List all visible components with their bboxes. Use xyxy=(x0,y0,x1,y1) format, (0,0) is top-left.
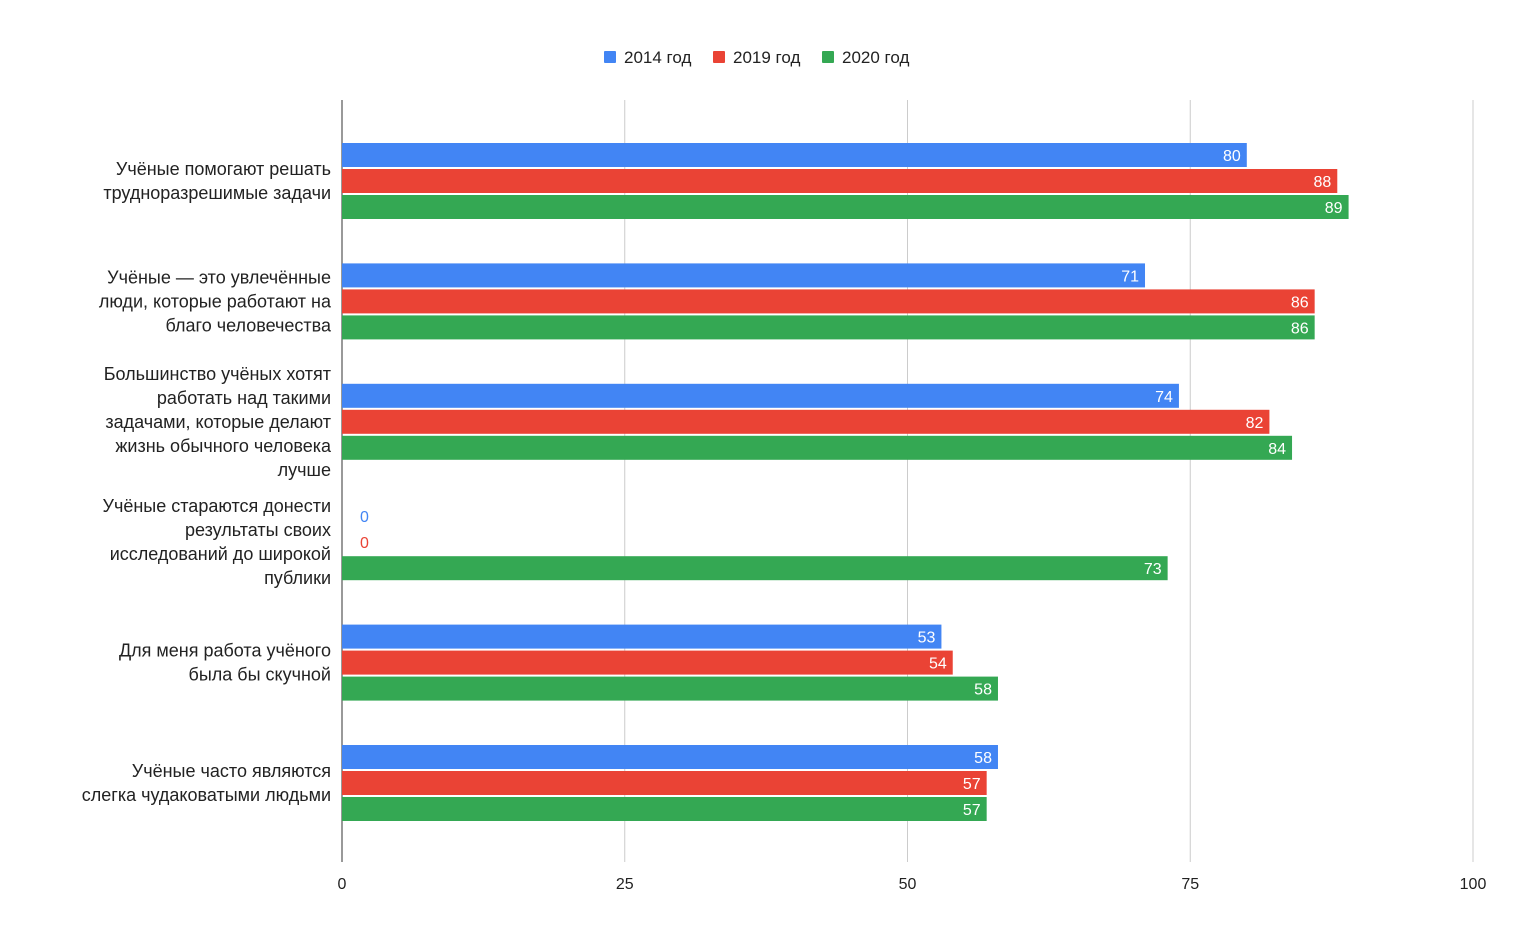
value-label-3-series-3: 84 xyxy=(1268,441,1286,458)
category-label-3-line-2: работать над такими xyxy=(157,388,331,408)
value-label-4-series-3: 73 xyxy=(1144,561,1162,578)
value-label-4-series-2: 0 xyxy=(360,535,369,552)
x-tick-label-50: 50 xyxy=(899,876,917,893)
value-label-1-series-2: 88 xyxy=(1313,174,1331,191)
value-label-5-series-1: 53 xyxy=(918,630,936,647)
bar-5-series-1 xyxy=(342,624,942,649)
category-label-4-line-3: исследований до широкой xyxy=(110,544,331,564)
category-label-6-line-1: Учёные часто являются xyxy=(132,761,331,781)
bar-4-series-3 xyxy=(342,556,1168,581)
category-label-1-line-1: Учёные помогают решать xyxy=(116,159,331,179)
category-label-6-line-2: слегка чудаковатыми людьми xyxy=(82,785,331,805)
x-tick-label-0: 0 xyxy=(338,876,347,893)
value-label-1-series-1: 80 xyxy=(1223,148,1241,165)
bar-6-series-1 xyxy=(342,745,998,769)
category-label-3-line-4: жизнь обычного человека xyxy=(115,436,332,456)
legend-swatch-3 xyxy=(822,51,834,63)
value-label-3-series-1: 74 xyxy=(1155,389,1173,406)
value-label-2-series-1: 71 xyxy=(1121,268,1139,285)
category-label-5: Для меня работа учёного была бы скучной xyxy=(119,641,331,685)
category-labels: Учёные помогают решать трудноразрешимые з… xyxy=(82,159,332,805)
value-label-1-series-3: 89 xyxy=(1325,200,1343,217)
bar-5-series-2 xyxy=(342,650,953,675)
value-label-4-series-1: 0 xyxy=(360,509,369,526)
bar-5-series-3 xyxy=(342,676,998,701)
value-label-6-series-2: 57 xyxy=(963,776,981,793)
value-label-6-series-1: 58 xyxy=(974,750,992,767)
value-label-5-series-2: 54 xyxy=(929,656,947,673)
bar-1-series-2 xyxy=(342,169,1338,193)
legend: 2014 год 2019 год 2020 год xyxy=(604,48,909,67)
bar-3-series-2 xyxy=(342,409,1270,434)
category-label-2-line-2: люди, которые работают на xyxy=(99,291,332,311)
category-label-6: Учёные часто являются слегка чудаковатыми… xyxy=(82,761,331,805)
bar-1-series-3 xyxy=(342,195,1349,219)
bar-6-series-3 xyxy=(342,797,987,821)
category-label-4: Учёные стараются донести результаты своих… xyxy=(103,496,331,588)
bar-2-series-1 xyxy=(342,263,1146,288)
category-label-4-line-2: результаты своих xyxy=(185,520,331,540)
bar-1-series-1 xyxy=(342,143,1247,167)
value-label-2-series-3: 86 xyxy=(1291,320,1309,337)
category-label-5-line-1: Для меня работа учёного xyxy=(119,641,331,661)
category-label-1: Учёные помогают решать трудноразрешимые з… xyxy=(103,159,331,203)
value-label-2-series-2: 86 xyxy=(1291,294,1309,311)
legend-label-3: 2020 год xyxy=(842,48,909,67)
bar-3-series-1 xyxy=(342,383,1179,408)
value-label-5-series-3: 58 xyxy=(974,682,992,699)
x-tick-label-25: 25 xyxy=(616,876,634,893)
x-tick-label-75: 75 xyxy=(1181,876,1199,893)
bar-6-series-2 xyxy=(342,771,987,795)
legend-swatch-1 xyxy=(604,51,616,63)
value-label-3-series-2: 82 xyxy=(1246,415,1264,432)
category-label-5-line-2: была бы скучной xyxy=(189,665,331,685)
category-label-3-line-3: задачами, которые делают xyxy=(105,412,331,432)
bar-2-series-3 xyxy=(342,315,1315,340)
category-label-3-line-5: лучше xyxy=(278,460,331,480)
value-label-6-series-3: 57 xyxy=(963,802,981,819)
grid-lines xyxy=(341,100,1474,862)
category-label-1-line-2: трудноразрешимые задачи xyxy=(103,183,331,203)
legend-swatch-2 xyxy=(713,51,725,63)
category-label-4-line-1: Учёные стараются донести xyxy=(103,496,331,516)
category-label-3-line-1: Большинство учёных хотят xyxy=(104,364,331,384)
legend-label-2: 2019 год xyxy=(733,48,800,67)
category-label-2-line-3: благо человечества xyxy=(166,315,332,335)
bar-2-series-2 xyxy=(342,289,1315,314)
bars xyxy=(342,143,1349,821)
x-axis-tick-labels: 0 25 50 75 100 xyxy=(338,876,1487,893)
x-tick-label-100: 100 xyxy=(1460,876,1487,893)
category-label-3: Большинство учёных хотят работать над так… xyxy=(104,364,332,480)
category-label-2-line-1: Учёные — это увлечённые xyxy=(107,267,331,287)
bar-3-series-3 xyxy=(342,435,1293,460)
legend-label-1: 2014 год xyxy=(624,48,691,67)
category-label-2: Учёные — это увлечённые люди, которые раб… xyxy=(99,267,332,335)
category-label-4-line-4: публики xyxy=(264,568,331,588)
